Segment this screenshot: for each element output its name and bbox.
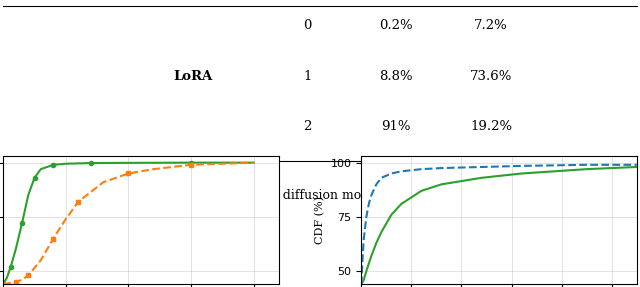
Text: 2: 2 bbox=[303, 120, 312, 133]
Text: 0.2%: 0.2% bbox=[380, 19, 413, 32]
Text: Distribution of inference requests for diffusion mod-
els utilizing add-on modul: Distribution of inference requests for d… bbox=[38, 189, 374, 217]
Text: LoRA: LoRA bbox=[173, 70, 213, 83]
Text: 91%: 91% bbox=[381, 120, 411, 133]
Text: 73.6%: 73.6% bbox=[470, 70, 512, 83]
Text: 1: 1 bbox=[303, 70, 312, 83]
Text: 19.2%: 19.2% bbox=[470, 120, 512, 133]
Text: 7.2%: 7.2% bbox=[474, 19, 508, 32]
Text: Table 1.: Table 1. bbox=[3, 189, 58, 202]
Text: 8.8%: 8.8% bbox=[380, 70, 413, 83]
Text: 0: 0 bbox=[303, 19, 312, 32]
Y-axis label: CDF (%): CDF (%) bbox=[315, 196, 325, 244]
